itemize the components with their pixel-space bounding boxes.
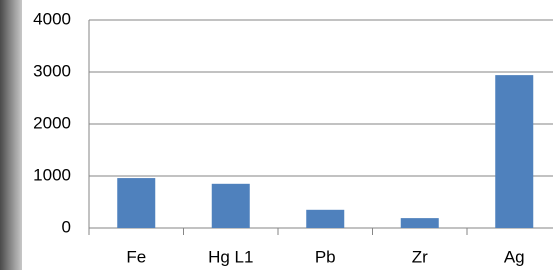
- background-strip: [0, 0, 22, 270]
- bar: [401, 218, 439, 228]
- bar: [117, 178, 155, 228]
- x-tick-label: Pb: [315, 247, 336, 266]
- page: {"chart_data": {"type": "bar", "categori…: [0, 0, 553, 270]
- y-tick-label: 0: [62, 217, 71, 236]
- y-tick-label: 4000: [33, 9, 71, 28]
- bar: [212, 184, 250, 228]
- bar: [306, 210, 344, 228]
- x-tick-label: Fe: [126, 247, 146, 266]
- x-tick-label: Hg L1: [208, 247, 253, 266]
- bar: [495, 75, 533, 228]
- x-tick-label: Zr: [412, 247, 428, 266]
- chart: 0 1000 2000 3000 4000 Fe Hg L1 Pb Zr Ag: [0, 0, 553, 270]
- x-tick-label: Ag: [504, 247, 525, 266]
- y-tick-label: 3000: [33, 61, 71, 80]
- y-tick-label: 1000: [33, 165, 71, 184]
- y-tick-label: 2000: [33, 113, 71, 132]
